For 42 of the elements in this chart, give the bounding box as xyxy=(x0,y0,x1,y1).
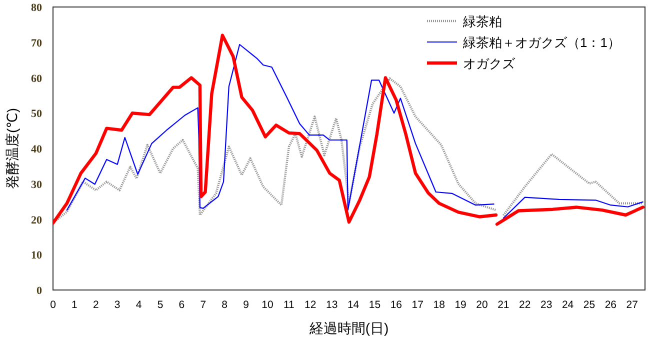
x-tick-label: 5 xyxy=(157,299,164,311)
x-tick-label: 15 xyxy=(368,299,381,311)
y-tick-label: 70 xyxy=(31,37,42,50)
x-tick-label: 10 xyxy=(262,299,274,311)
x-tick-label: 13 xyxy=(326,299,338,311)
x-tick-label: 2 xyxy=(92,299,99,311)
y-axis-title: 発酵温度(℃) xyxy=(4,108,20,190)
y-tick-label: 30 xyxy=(31,178,42,191)
x-tick-label: 9 xyxy=(243,299,250,311)
x-tick-label: 7 xyxy=(200,299,206,311)
x-tick-label: 25 xyxy=(583,299,596,311)
y-tick-label: 10 xyxy=(31,250,42,262)
x-tick-label: 4 xyxy=(136,299,142,311)
x-tick-label: 14 xyxy=(347,299,360,311)
x-tick-label: 16 xyxy=(390,299,402,311)
x-tick-label: 26 xyxy=(604,299,617,311)
x-tick-label: 22 xyxy=(519,299,531,311)
y-tick-label: 0 xyxy=(36,285,42,297)
x-tick-label: 11 xyxy=(283,299,295,311)
x-tick-label: 18 xyxy=(433,299,446,311)
x-tick-label: 6 xyxy=(178,299,185,311)
x-tick-label: 0 xyxy=(50,299,56,311)
x-tick-label: 17 xyxy=(412,299,424,311)
y-tick-label: 50 xyxy=(31,108,42,120)
x-tick-label: 24 xyxy=(562,299,574,311)
legend-label: 緑茶粕 xyxy=(462,14,502,29)
x-tick-label: 12 xyxy=(304,299,316,311)
x-tick-label: 20 xyxy=(476,299,488,311)
x-tick-label: 8 xyxy=(222,299,228,311)
x-tick-label: 1 xyxy=(72,299,78,311)
y-tick-label: 80 xyxy=(31,2,42,14)
x-axis-title: 経過時間(日) xyxy=(308,320,389,336)
legend-label: 緑茶粕＋オガクズ（1：1） xyxy=(462,35,620,50)
x-tick-label: 19 xyxy=(454,299,467,311)
y-tick-label: 60 xyxy=(31,72,42,85)
x-tick-label: 27 xyxy=(626,299,638,311)
legend-label: オガクズ xyxy=(463,56,516,71)
y-tick-label: 40 xyxy=(31,144,42,156)
x-tick-label: 21 xyxy=(498,299,510,311)
x-tick-label: 3 xyxy=(114,299,120,311)
x-tick-label: 23 xyxy=(540,299,552,311)
y-tick-label: 20 xyxy=(31,214,42,226)
